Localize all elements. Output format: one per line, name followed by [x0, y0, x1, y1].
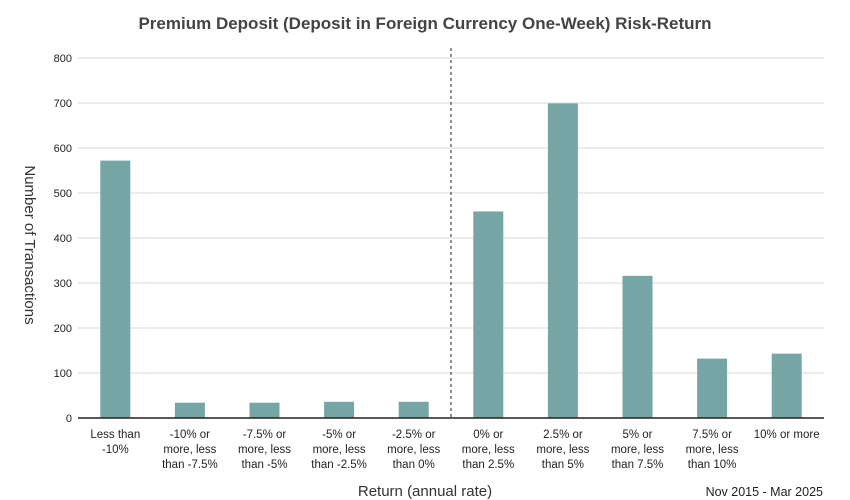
x-category-label: -5% or more, less than -2.5%	[311, 429, 367, 471]
y-tick-label: 600	[54, 143, 72, 155]
y-tick-label: 200	[54, 323, 72, 335]
x-category-label: 0% or more, less than 2.5%	[462, 429, 515, 471]
x-category-label: 7.5% or more, less than 10%	[686, 429, 739, 471]
x-axis-category-labels: Less than -10% -10% or more, less than -7.5%…	[90, 429, 819, 471]
bar	[324, 401, 355, 418]
y-tick-label: 500	[54, 188, 72, 200]
bar	[771, 353, 802, 418]
x-category-label: 10% or more	[754, 429, 820, 441]
x-category-label: Less than -10%	[90, 429, 140, 456]
x-category-label: 5% or more, less than 7.5%	[611, 429, 664, 471]
y-tick-label: 300	[54, 278, 72, 290]
y-tick-label: 400	[54, 233, 72, 245]
bar	[174, 402, 205, 418]
bar	[622, 275, 653, 418]
y-tick-label: 700	[54, 98, 72, 110]
x-axis-label: Return (annual rate)	[358, 483, 492, 500]
bar	[697, 358, 728, 418]
chart-title: Premium Deposit (Deposit in Foreign Curr…	[138, 14, 711, 33]
y-axis-label: Number of Transactions	[21, 165, 38, 324]
bar	[100, 160, 131, 418]
x-category-label: -7.5% or more, less than -5%	[238, 429, 291, 471]
x-category-label: -10% or more, less than -7.5%	[162, 429, 218, 471]
bar	[249, 402, 280, 418]
bar	[547, 103, 578, 418]
y-axis-ticks: 0 100 200 300 400 500 600 700 800	[54, 53, 72, 425]
x-category-label: 2.5% or more, less than 5%	[536, 429, 589, 471]
period-note: Nov 2015 - Mar 2025	[706, 485, 823, 499]
y-tick-label: 0	[66, 413, 72, 425]
bars	[100, 103, 802, 418]
bar	[398, 401, 429, 418]
bar	[473, 211, 504, 418]
y-tick-label: 800	[54, 53, 72, 65]
y-tick-label: 100	[54, 368, 72, 380]
x-category-label: -2.5% or more, less than 0%	[387, 429, 440, 471]
